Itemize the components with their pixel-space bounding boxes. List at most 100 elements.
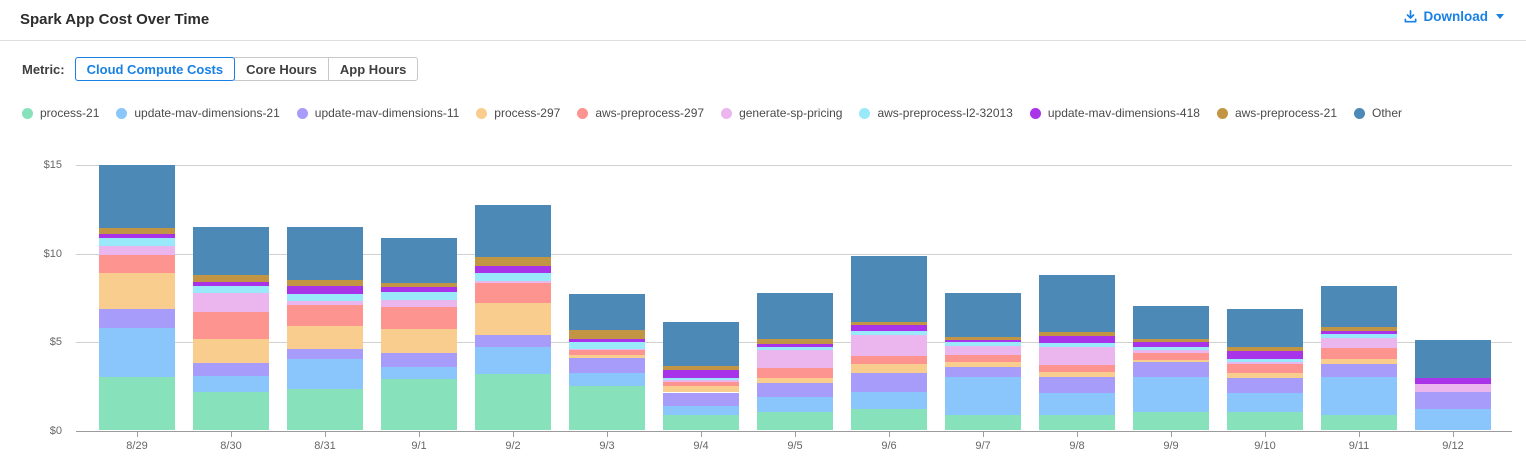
bar-segment-process-21-9/9[interactable]	[1133, 411, 1209, 431]
bar-segment-process-297-9/10[interactable]	[1227, 373, 1303, 379]
bar-segment-update-mav-dimensions-11-9/8[interactable]	[1039, 377, 1115, 394]
bar-segment-update-mav-dimensions-418-9/6[interactable]	[851, 325, 927, 331]
bar-segment-generate-sp-pricing-9/6[interactable]	[851, 335, 927, 357]
bar-segment-process-297-8/29[interactable]	[99, 273, 175, 310]
bar-segment-process-297-9/11[interactable]	[1321, 358, 1397, 365]
bar-segment-Other-9/3[interactable]	[569, 294, 645, 330]
bar-segment-process-297-8/31[interactable]	[287, 326, 363, 350]
legend-item-aws-preprocess-297[interactable]: aws-preprocess-297	[577, 106, 704, 120]
bar-segment-Other-8/31[interactable]	[287, 227, 363, 281]
bar-segment-Other-9/11[interactable]	[1321, 286, 1397, 328]
bar-segment-process-21-8/30[interactable]	[193, 391, 269, 431]
bar-segment-aws-preprocess-l2-32013-9/6[interactable]	[851, 330, 927, 336]
bar-segment-aws-preprocess-21-8/30[interactable]	[193, 275, 269, 283]
legend-item-aws-preprocess-l2-32013[interactable]: aws-preprocess-l2-32013	[859, 106, 1013, 120]
bar-segment-process-297-9/4[interactable]	[663, 386, 739, 393]
bar-segment-update-mav-dimensions-11-9/2[interactable]	[475, 335, 551, 348]
bar-segment-aws-preprocess-21-8/31[interactable]	[287, 280, 363, 286]
bar-segment-aws-preprocess-21-9/6[interactable]	[851, 321, 927, 326]
bar-segment-generate-sp-pricing-8/29[interactable]	[99, 245, 175, 255]
bar-segment-update-mav-dimensions-11-9/5[interactable]	[757, 382, 833, 397]
bar-segment-aws-preprocess-21-9/4[interactable]	[663, 366, 739, 370]
bar-segment-process-21-9/8[interactable]	[1039, 414, 1115, 431]
bar-segment-Other-9/5[interactable]	[757, 292, 833, 340]
bar-segment-update-mav-dimensions-418-9/3[interactable]	[569, 338, 645, 343]
bar-segment-update-mav-dimensions-418-9/8[interactable]	[1039, 335, 1115, 344]
bar-segment-aws-preprocess-21-9/9[interactable]	[1133, 338, 1209, 343]
bar-segment-Other-9/1[interactable]	[381, 237, 457, 283]
bar-segment-aws-preprocess-21-9/11[interactable]	[1321, 327, 1397, 331]
bar-segment-aws-preprocess-l2-32013-8/30[interactable]	[193, 285, 269, 293]
tab-cloud-compute-costs[interactable]: Cloud Compute Costs	[74, 57, 236, 81]
bar-segment-Other-9/9[interactable]	[1133, 305, 1209, 339]
bar-segment-update-mav-dimensions-11-9/10[interactable]	[1227, 378, 1303, 394]
bar-segment-update-mav-dimensions-418-9/1[interactable]	[381, 287, 457, 292]
bar-segment-Other-9/4[interactable]	[663, 321, 739, 366]
bar-segment-aws-preprocess-297-9/10[interactable]	[1227, 364, 1303, 374]
bar-segment-Other-9/12[interactable]	[1415, 340, 1491, 379]
bar-segment-Other-9/6[interactable]	[851, 255, 927, 322]
bar-segment-process-21-9/1[interactable]	[381, 379, 457, 431]
bar-segment-update-mav-dimensions-11-9/3[interactable]	[569, 358, 645, 374]
bar-segment-process-297-9/6[interactable]	[851, 364, 927, 374]
legend-item-update-mav-dimensions-11[interactable]: update-mav-dimensions-11	[296, 106, 459, 120]
bar-segment-update-mav-dimensions-11-9/9[interactable]	[1133, 362, 1209, 377]
bar-segment-process-297-9/9[interactable]	[1133, 359, 1209, 363]
bar-segment-aws-preprocess-297-9/1[interactable]	[381, 306, 457, 329]
bar-segment-update-mav-dimensions-418-9/11[interactable]	[1321, 330, 1397, 335]
bar-segment-aws-preprocess-297-9/3[interactable]	[569, 350, 645, 355]
bar-segment-aws-preprocess-297-8/30[interactable]	[193, 312, 269, 340]
bar-segment-aws-preprocess-l2-32013-9/7[interactable]	[945, 342, 1021, 346]
bar-segment-update-mav-dimensions-418-9/5[interactable]	[757, 343, 833, 347]
bar-segment-aws-preprocess-21-9/8[interactable]	[1039, 332, 1115, 336]
bar-segment-update-mav-dimensions-418-9/2[interactable]	[475, 266, 551, 274]
bar-segment-aws-preprocess-297-9/8[interactable]	[1039, 365, 1115, 373]
bar-segment-Other-9/2[interactable]	[475, 205, 551, 258]
bar-segment-update-mav-dimensions-21-9/2[interactable]	[475, 347, 551, 374]
bar-segment-update-mav-dimensions-418-9/7[interactable]	[945, 340, 1021, 343]
bar-segment-process-297-9/2[interactable]	[475, 303, 551, 336]
bar-segment-process-297-8/30[interactable]	[193, 339, 269, 364]
bar-segment-aws-preprocess-297-8/29[interactable]	[99, 254, 175, 274]
bar-segment-process-297-9/8[interactable]	[1039, 372, 1115, 378]
bar-segment-update-mav-dimensions-21-9/11[interactable]	[1321, 376, 1397, 415]
bar-segment-Other-8/29[interactable]	[99, 165, 175, 229]
bar-segment-aws-preprocess-l2-32013-9/3[interactable]	[569, 342, 645, 350]
bar-segment-process-21-9/7[interactable]	[945, 414, 1021, 431]
bar-segment-aws-preprocess-297-9/4[interactable]	[663, 381, 739, 387]
legend-item-aws-preprocess-21[interactable]: aws-preprocess-21	[1216, 106, 1337, 120]
bar-segment-update-mav-dimensions-11-9/11[interactable]	[1321, 364, 1397, 377]
bar-segment-generate-sp-pricing-8/31[interactable]	[287, 300, 363, 306]
bar-segment-generate-sp-pricing-9/8[interactable]	[1039, 346, 1115, 366]
bar-segment-aws-preprocess-297-9/2[interactable]	[475, 282, 551, 304]
legend-item-process-21[interactable]: process-21	[22, 106, 99, 120]
bar-segment-generate-sp-pricing-9/4[interactable]	[663, 380, 739, 382]
legend-item-generate-sp-pricing[interactable]: generate-sp-pricing	[721, 106, 842, 120]
legend-item-update-mav-dimensions-418[interactable]: update-mav-dimensions-418	[1029, 106, 1200, 120]
download-button[interactable]: Download	[1403, 9, 1504, 24]
bar-segment-update-mav-dimensions-418-9/10[interactable]	[1227, 350, 1303, 359]
bar-segment-process-297-9/3[interactable]	[569, 354, 645, 359]
bar-segment-update-mav-dimensions-21-9/12[interactable]	[1415, 409, 1491, 431]
bar-segment-update-mav-dimensions-21-8/30[interactable]	[193, 375, 269, 392]
bar-segment-aws-preprocess-l2-32013-9/2[interactable]	[475, 273, 551, 282]
bar-segment-aws-preprocess-297-9/7[interactable]	[945, 355, 1021, 363]
bar-segment-update-mav-dimensions-21-8/29[interactable]	[99, 328, 175, 378]
bar-segment-Other-9/7[interactable]	[945, 292, 1021, 337]
bar-segment-update-mav-dimensions-11-8/31[interactable]	[287, 349, 363, 359]
tab-core-hours[interactable]: Core Hours	[234, 57, 329, 81]
bar-segment-aws-preprocess-l2-32013-9/1[interactable]	[381, 291, 457, 300]
bar-segment-process-21-9/6[interactable]	[851, 409, 927, 431]
bar-segment-generate-sp-pricing-9/9[interactable]	[1133, 350, 1209, 353]
bar-segment-update-mav-dimensions-11-9/4[interactable]	[663, 392, 739, 406]
bar-segment-update-mav-dimensions-11-8/29[interactable]	[99, 309, 175, 328]
bar-segment-aws-preprocess-l2-32013-9/11[interactable]	[1321, 334, 1397, 338]
legend-item-Other[interactable]: Other	[1354, 106, 1402, 120]
bar-segment-process-297-9/1[interactable]	[381, 328, 457, 353]
bar-segment-aws-preprocess-l2-32013-8/29[interactable]	[99, 237, 175, 246]
bar-segment-process-21-8/29[interactable]	[99, 377, 175, 431]
bar-segment-update-mav-dimensions-21-9/5[interactable]	[757, 396, 833, 412]
bar-segment-aws-preprocess-l2-32013-9/8[interactable]	[1039, 343, 1115, 347]
bar-segment-update-mav-dimensions-21-9/8[interactable]	[1039, 393, 1115, 415]
bar-segment-update-mav-dimensions-418-8/31[interactable]	[287, 285, 363, 294]
